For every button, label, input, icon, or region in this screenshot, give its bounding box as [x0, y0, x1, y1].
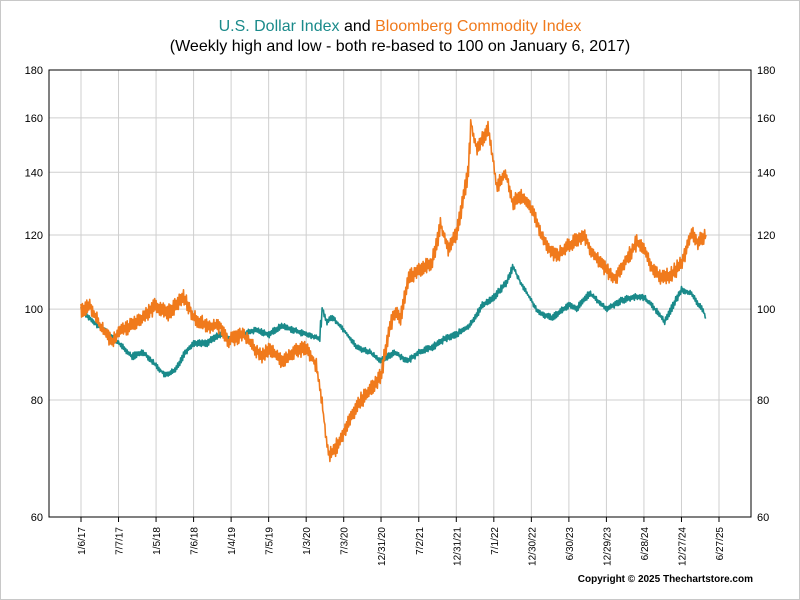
- y-tick-label-left: 160: [25, 113, 43, 125]
- y-tick-label-right: 80: [757, 395, 769, 407]
- title-series-usd: U.S. Dollar Index: [218, 18, 340, 35]
- x-tick-label: 7/6/18: [190, 527, 201, 555]
- y-tick-label-left: 120: [25, 230, 43, 242]
- series-lines: [80, 119, 707, 463]
- y-tick-label-left: 60: [31, 512, 43, 524]
- y-tick-label-left: 80: [31, 395, 43, 407]
- y-tick-label-right: 120: [757, 230, 775, 242]
- series-line-usd: [80, 263, 707, 378]
- x-tick-label: 7/7/17: [115, 527, 126, 555]
- series-line-bcom: [80, 119, 707, 463]
- x-tick-label: 7/3/20: [340, 527, 351, 555]
- x-tick-label: 1/3/20: [302, 527, 313, 555]
- x-tick-label: 12/30/22: [527, 527, 538, 566]
- x-tick-label: 6/27/25: [715, 527, 726, 561]
- axes: 60 60 80 80 100 100 120 120 140 140 160 160 180 180 1/…: [25, 65, 776, 566]
- chart-title: U.S. Dollar Index and Bloomberg Commodit…: [0, 18, 800, 36]
- x-tick-label: 12/29/23: [602, 527, 613, 566]
- y-tick-label-right: 60: [757, 512, 769, 524]
- y-tick-label-right: 100: [757, 304, 775, 316]
- x-tick-label: 7/2/21: [415, 527, 426, 555]
- x-tick-label: 1/4/19: [227, 527, 238, 555]
- x-tick-label: 12/31/21: [452, 527, 463, 566]
- title-series-bcom: Bloomberg Commodity Index: [375, 18, 582, 35]
- x-tick-label: 6/30/23: [565, 527, 576, 561]
- x-tick-label: 1/5/18: [152, 527, 163, 555]
- y-tick-label-right: 180: [757, 65, 775, 77]
- y-tick-label-left: 140: [25, 167, 43, 179]
- x-tick-label: 12/27/24: [677, 527, 688, 566]
- x-tick-label: 7/1/22: [490, 527, 501, 555]
- x-tick-label: 6/28/24: [640, 527, 651, 561]
- plot-border: [48, 69, 752, 518]
- y-tick-label-left: 100: [25, 304, 43, 316]
- chart-subtitle: (Weekly high and low - both re-based to …: [169, 38, 631, 55]
- title-connector: and: [343, 18, 371, 35]
- y-tick-label-right: 140: [757, 167, 775, 179]
- x-tick-label: 12/31/20: [377, 527, 388, 566]
- plot-area: [48, 69, 752, 518]
- x-tick-label: 7/5/19: [265, 527, 276, 555]
- y-tick-label-right: 160: [757, 113, 775, 125]
- x-tick-label: 1/6/17: [77, 527, 88, 555]
- copyright-text: Copyright © 2025 Thechartstore.com: [577, 574, 753, 585]
- y-tick-label-left: 180: [25, 65, 43, 77]
